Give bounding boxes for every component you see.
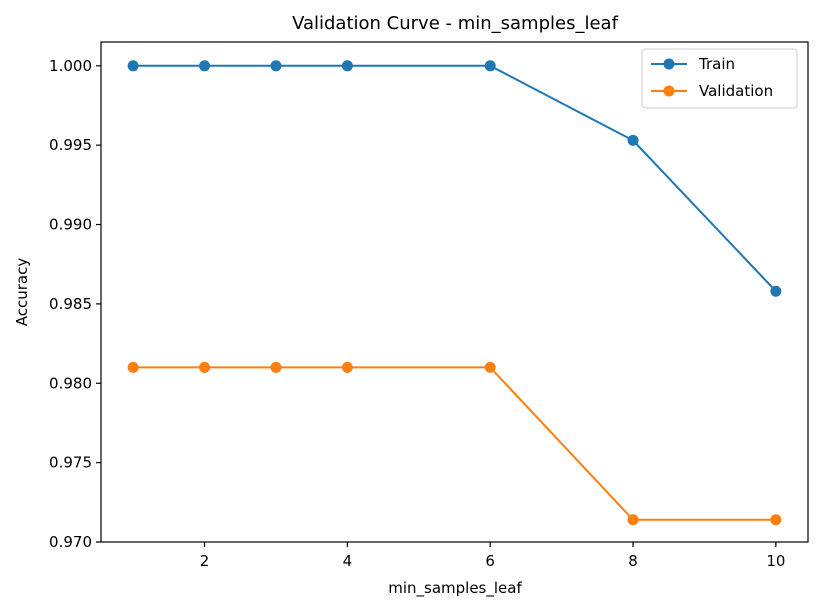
legend-train-marker	[663, 58, 675, 70]
validation-point	[627, 514, 639, 526]
validation-point	[127, 361, 139, 373]
x-tick-label: 2	[200, 552, 210, 570]
validation-series-line	[133, 366, 776, 521]
validation-point	[199, 361, 211, 373]
train-point	[484, 60, 496, 72]
x-tick-label: 8	[628, 552, 638, 570]
x-axis: 2 4 6 8 10	[200, 542, 785, 570]
y-tick-label: 0.995	[49, 136, 92, 154]
validation-point	[484, 361, 496, 373]
chart-title: Validation Curve - min_samples_leaf	[292, 13, 619, 34]
validation-point	[770, 514, 782, 526]
train-point	[341, 60, 353, 72]
train-point	[627, 134, 639, 146]
legend-validation-marker	[663, 85, 675, 97]
plot-frame	[100, 41, 809, 543]
legend-train-label: Train	[698, 55, 735, 73]
x-tick-label: 6	[485, 552, 495, 570]
plot-area	[127, 60, 782, 526]
y-axis-label: Accuracy	[13, 258, 31, 327]
x-tick-label: 10	[766, 552, 785, 570]
y-tick-label: 0.985	[49, 295, 92, 313]
train-point	[270, 60, 282, 72]
x-axis-label: min_samples_leaf	[388, 579, 522, 598]
y-tick-label: 0.980	[49, 374, 92, 392]
train-point	[127, 60, 139, 72]
train-point	[770, 285, 782, 297]
validation-point	[341, 361, 353, 373]
validation-point	[270, 361, 282, 373]
y-tick-label: 1.000	[49, 57, 92, 75]
y-axis: 0.970 0.975 0.980 0.985 0.990 0.995 1.000	[49, 57, 101, 551]
train-point	[199, 60, 211, 72]
legend: Train Validation	[641, 48, 798, 109]
y-tick-label: 0.970	[49, 533, 92, 551]
y-tick-label: 0.975	[49, 454, 92, 472]
x-tick-label: 4	[343, 552, 353, 570]
y-tick-label: 0.990	[49, 216, 92, 234]
legend-validation-label: Validation	[699, 82, 773, 100]
